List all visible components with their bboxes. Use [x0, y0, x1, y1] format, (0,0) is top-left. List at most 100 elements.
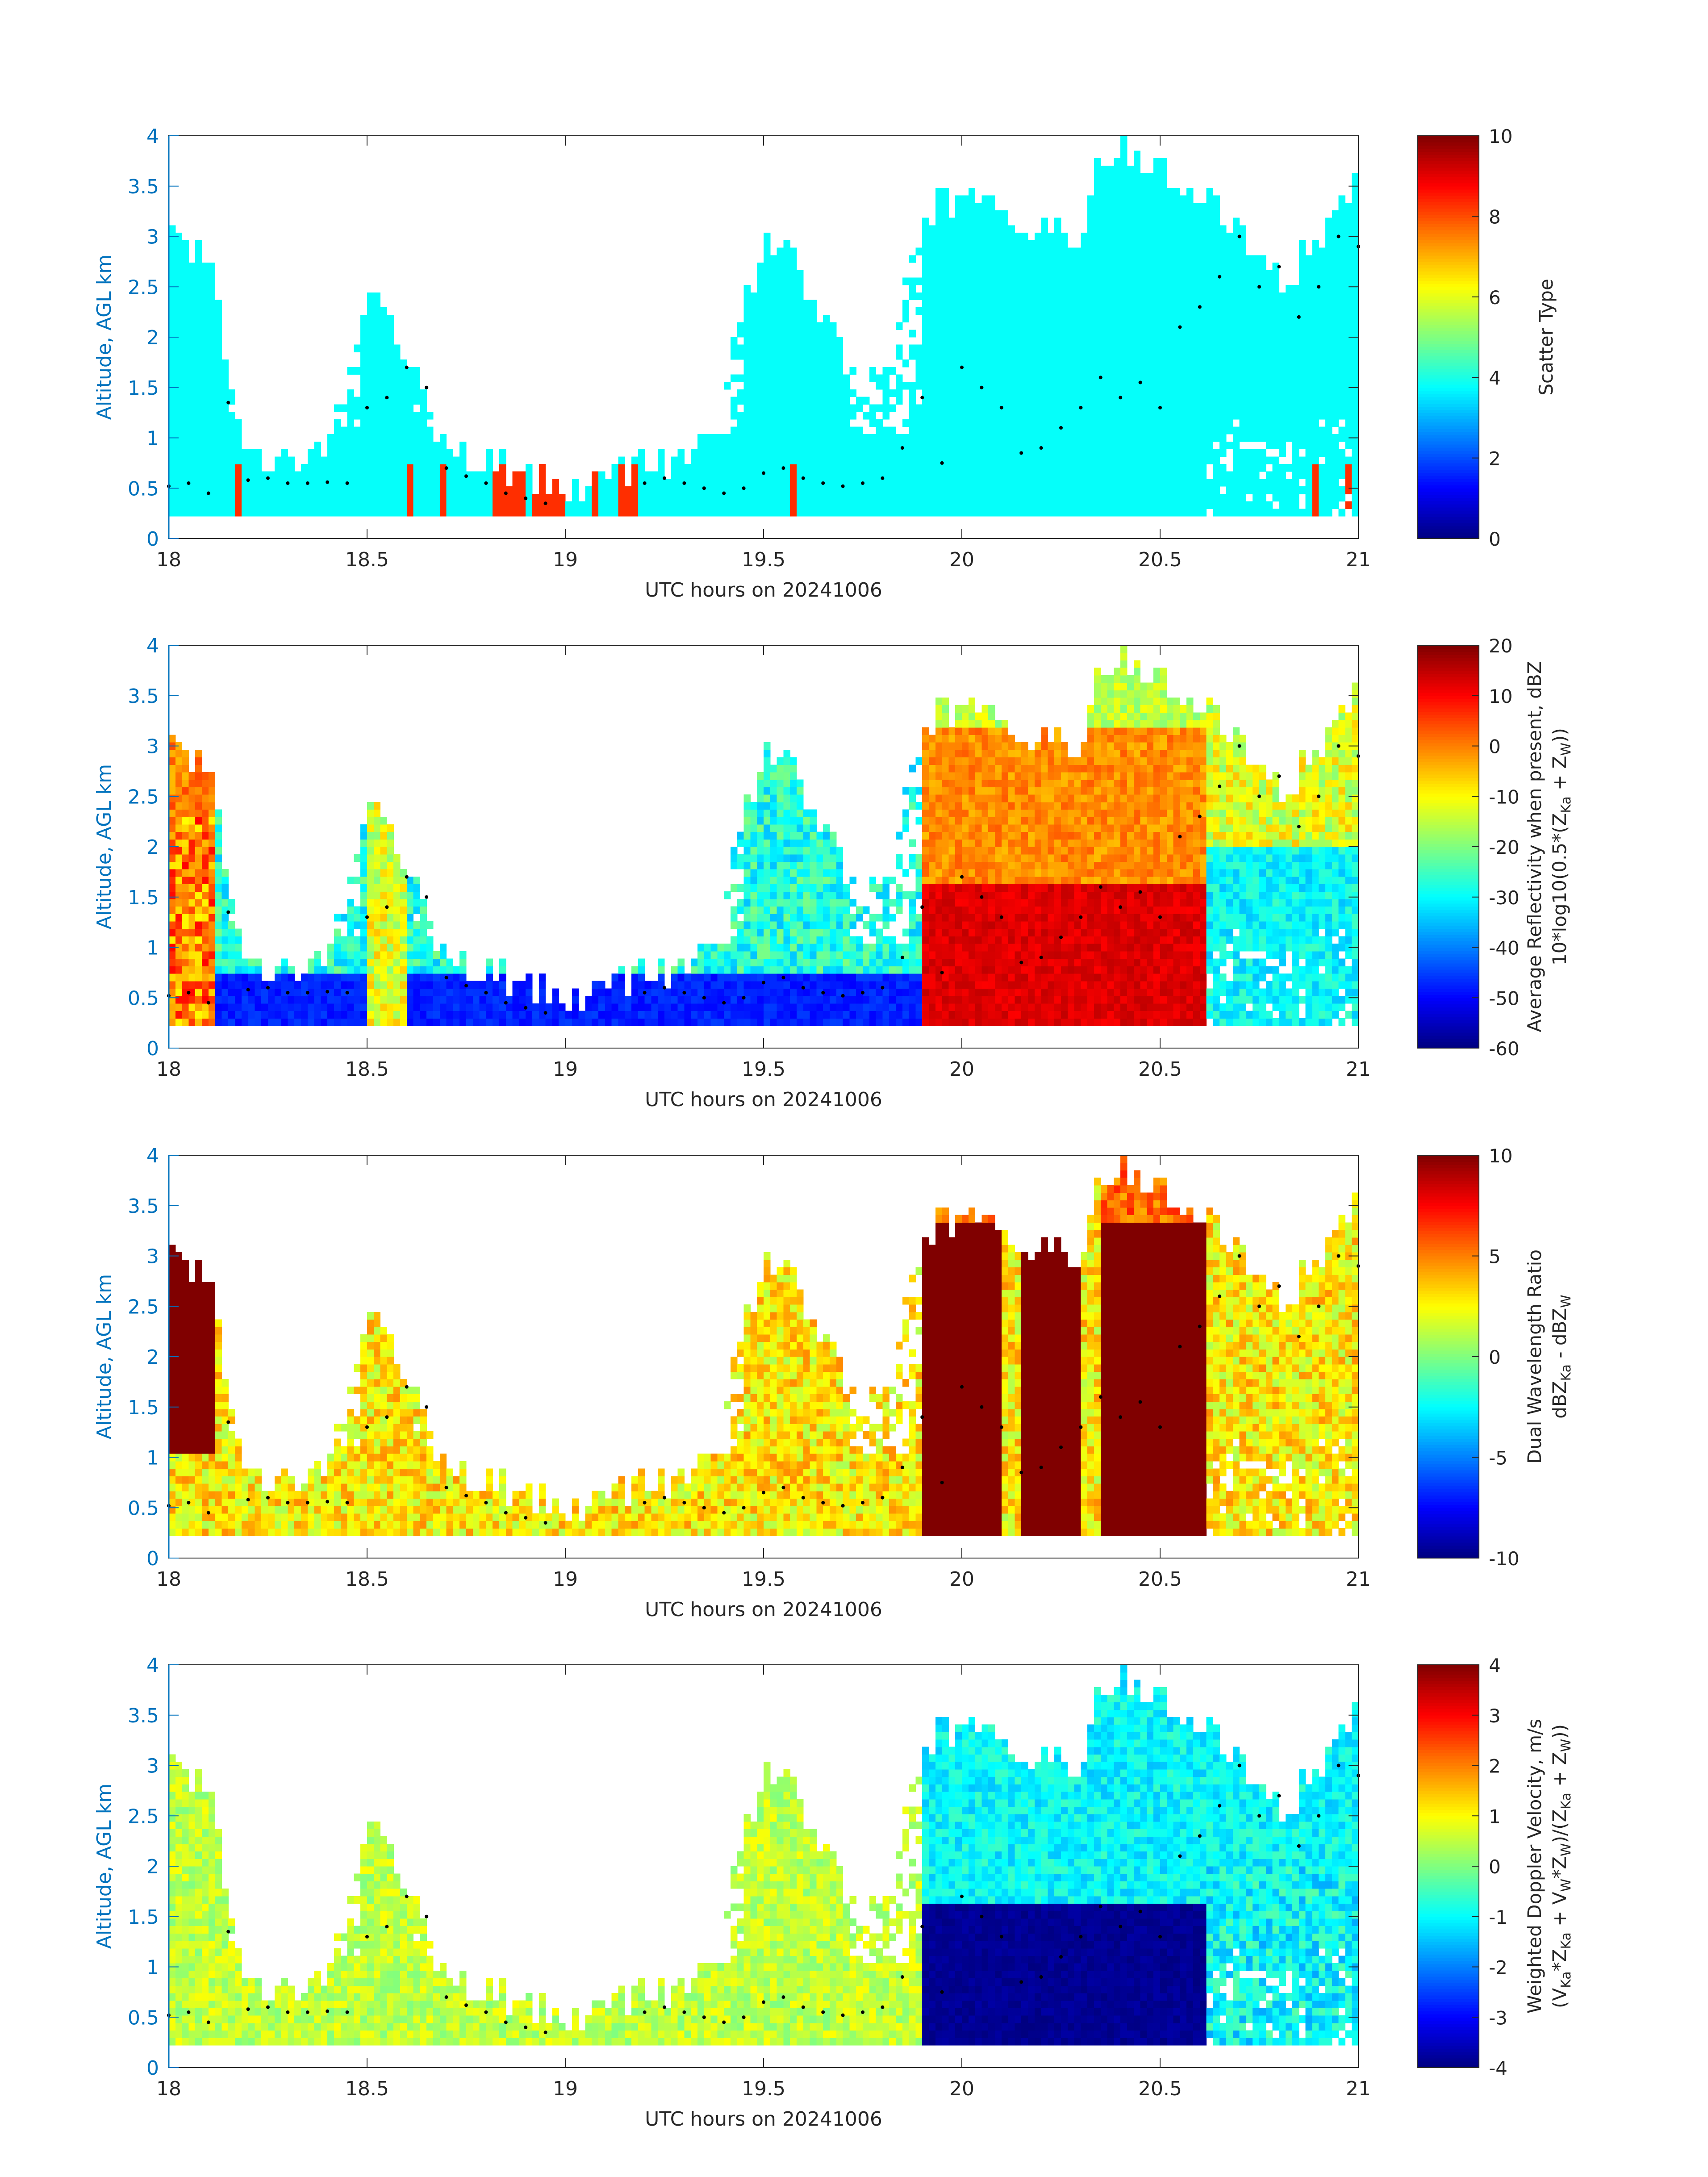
heatmap-cell [195, 367, 202, 375]
heatmap-cell [1173, 255, 1180, 263]
heatmap-cell [1186, 501, 1194, 509]
heatmap-cell [241, 464, 249, 472]
heatmap-cell [942, 479, 949, 487]
heatmap-cell [255, 456, 262, 464]
colorbar-band [1418, 375, 1479, 379]
heatmap-cell [968, 434, 976, 442]
heatmap-cell [876, 426, 883, 435]
heatmap-cell [367, 426, 374, 435]
heatmap-cell [446, 456, 453, 464]
heatmap-cell [975, 449, 982, 457]
heatmap-cell [393, 486, 401, 494]
heatmap-cell [618, 479, 625, 487]
heatmap-cell [1028, 382, 1035, 390]
heatmap-cell [1319, 404, 1326, 412]
heatmap-cell [202, 344, 209, 353]
heatmap-cell [1133, 426, 1141, 435]
heatmap-cell [1054, 322, 1061, 330]
heatmap-cell [743, 464, 751, 472]
heatmap-cell [915, 434, 923, 442]
heatmap-cell [1219, 389, 1227, 397]
heatmap-cell [1352, 217, 1359, 226]
heatmap-cell [962, 322, 969, 330]
heatmap-cell [777, 367, 784, 375]
heatmap-cell [486, 479, 493, 487]
heatmap-cell [929, 344, 936, 353]
heatmap-cell [208, 262, 216, 271]
heatmap-cell [1246, 434, 1253, 442]
colorbar-band [1418, 450, 1479, 454]
heatmap-cell [1259, 374, 1266, 382]
heatmap-cell [770, 330, 777, 338]
heatmap-cell [1107, 493, 1114, 502]
heatmap-cell [1067, 464, 1075, 472]
heatmap-cell [373, 449, 381, 457]
heatmap-cell [882, 501, 889, 509]
heatmap-cell [169, 382, 176, 390]
heatmap-cell [367, 367, 374, 375]
heatmap-cell [1319, 337, 1326, 345]
heatmap-cell [1100, 419, 1108, 427]
heatmap-cell [915, 344, 923, 353]
heatmap-cell [764, 493, 771, 502]
heatmap-cell [691, 479, 698, 487]
heatmap-cell [175, 742, 183, 750]
heatmap-cell [228, 464, 235, 472]
heatmap-cell [420, 449, 427, 457]
heatmap-cell [188, 914, 196, 922]
heatmap-cell [307, 493, 315, 502]
heatmap-cell [1173, 210, 1180, 218]
heatmap-cell [1199, 352, 1207, 360]
heatmap-cell [764, 262, 771, 271]
heatmap-cell [902, 434, 910, 442]
heatmap-cell [1061, 314, 1068, 323]
heatmap-cell [195, 772, 202, 780]
heatmap-cell [1246, 509, 1253, 517]
heatmap-cell [922, 240, 929, 248]
heatmap-cell [856, 501, 863, 509]
heatmap-cell [1028, 300, 1035, 308]
heatmap-cell [810, 479, 817, 487]
heatmap-cell [849, 456, 856, 464]
heatmap-cell [169, 757, 176, 765]
heatmap-cell [1259, 255, 1266, 263]
heatmap-cell [658, 493, 665, 502]
heatmap-cell [1325, 389, 1332, 397]
heatmap-cell [810, 330, 817, 338]
heatmap-cell [1133, 314, 1141, 323]
heatmap-cell [1160, 449, 1167, 457]
heatmap-cell [519, 479, 526, 487]
heatmap-cell [1286, 479, 1293, 487]
heatmap-cell [988, 434, 995, 442]
heatmap-cell [843, 479, 850, 487]
heatmap-cell [618, 471, 625, 479]
heatmap-cell [380, 441, 387, 450]
heatmap-cell [1199, 255, 1207, 263]
heatmap-cell [169, 330, 176, 338]
heatmap-cell [175, 374, 183, 382]
heatmap-cell [202, 262, 209, 271]
heatmap-cell [1193, 247, 1200, 255]
heatmap-cell [1048, 285, 1055, 293]
heatmap-cell [1286, 314, 1293, 323]
heatmap-cell [453, 464, 460, 472]
heatmap-cell [195, 389, 202, 397]
heatmap-cell [975, 412, 982, 420]
heatmap-cell [962, 397, 969, 405]
heatmap-cell [486, 501, 493, 509]
heatmap-cell [843, 456, 850, 464]
heatmap-cell [420, 456, 427, 464]
heatmap-cell [797, 292, 804, 301]
heatmap-cell [1147, 195, 1154, 203]
colorbar-band [1418, 284, 1479, 288]
heatmap-cell [1345, 203, 1352, 211]
heatmap-cell [1246, 397, 1253, 405]
heatmap-cell [1345, 262, 1352, 271]
heatmap-cell [1180, 344, 1187, 353]
heatmap-cell [255, 501, 262, 509]
heatmap-cell [935, 307, 943, 315]
heatmap-cell [182, 456, 189, 464]
heatmap-cell [797, 419, 804, 427]
heatmap-cell [202, 359, 209, 368]
heatmap-cell [1127, 247, 1134, 255]
